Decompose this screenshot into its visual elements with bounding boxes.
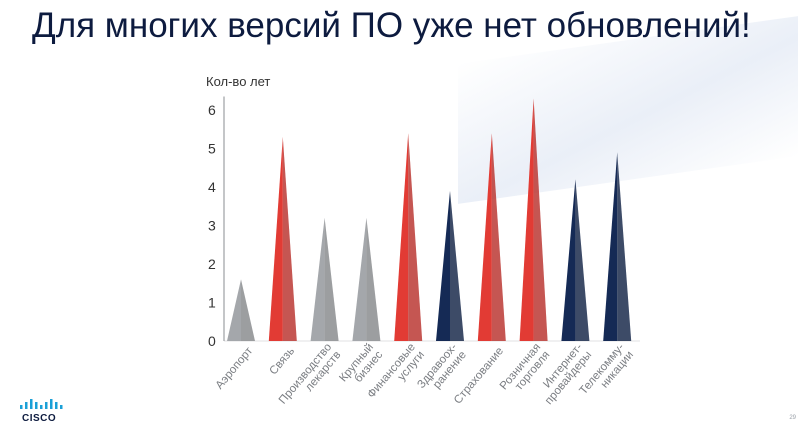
bar-6 [436, 190, 464, 341]
bar-8 [519, 98, 548, 341]
bar-shade [282, 136, 297, 341]
bar-1 [227, 279, 255, 341]
cisco-logo-text: CISCO [22, 413, 57, 424]
bar-10 [603, 152, 632, 341]
bar-right-face [491, 133, 506, 341]
bar-shade [575, 179, 590, 341]
bar-left-face [394, 133, 409, 341]
y-tick-label: 1 [208, 295, 216, 311]
y-tick-label: 0 [208, 333, 216, 349]
bar-left-face [227, 279, 241, 341]
y-tick-label: 3 [208, 218, 216, 234]
bar-left-face [352, 217, 367, 341]
bar-left-face [268, 136, 283, 341]
bar-2 [268, 136, 297, 341]
bar-5 [394, 133, 423, 341]
page-number: 29 [789, 415, 796, 421]
bar-shade [533, 98, 548, 341]
bar-shade [408, 133, 423, 341]
bar-right-face [366, 217, 381, 341]
bar-left-face [310, 217, 325, 341]
bar-7 [477, 133, 506, 341]
bar-4 [352, 217, 381, 341]
bar-right-face [408, 133, 423, 341]
bar-right-face [575, 179, 590, 341]
bar-right-face [324, 217, 339, 341]
slide-title: Для многих версий ПО уже нет обновлений! [32, 6, 751, 45]
bar-right-face [533, 98, 548, 341]
x-tick-label: Розничнаяторговля [498, 341, 553, 400]
cisco-logo-icon [20, 399, 63, 409]
bar-shade [324, 217, 339, 341]
y-tick-label: 6 [208, 102, 216, 118]
bar-9 [561, 179, 590, 341]
bar-shade [366, 217, 381, 341]
bar-right-face [450, 190, 464, 341]
x-tick-label: Связь [267, 345, 297, 377]
x-tick-label-line: Связь [267, 345, 297, 377]
y-axis-label: Кол-во лет [206, 74, 270, 89]
x-tick-label: Аэропорт [214, 345, 256, 392]
bar-right-face [241, 279, 255, 341]
bar-shade [450, 190, 464, 341]
x-tick-label-line: Аэропорт [214, 345, 256, 392]
bar-left-face [603, 152, 618, 341]
bar-shade [617, 152, 632, 341]
bar-3 [310, 217, 339, 341]
bar-shade [491, 133, 506, 341]
y-tick-label: 2 [208, 256, 216, 272]
y-tick-label: 5 [208, 141, 216, 157]
bar-left-face [477, 133, 492, 341]
bar-left-face [519, 98, 534, 341]
y-tick-label: 4 [208, 179, 216, 195]
bar-left-face [561, 179, 576, 341]
bar-right-face [282, 136, 297, 341]
bar-right-face [617, 152, 632, 341]
bar-shade [241, 279, 255, 341]
bar-left-face [436, 190, 450, 341]
